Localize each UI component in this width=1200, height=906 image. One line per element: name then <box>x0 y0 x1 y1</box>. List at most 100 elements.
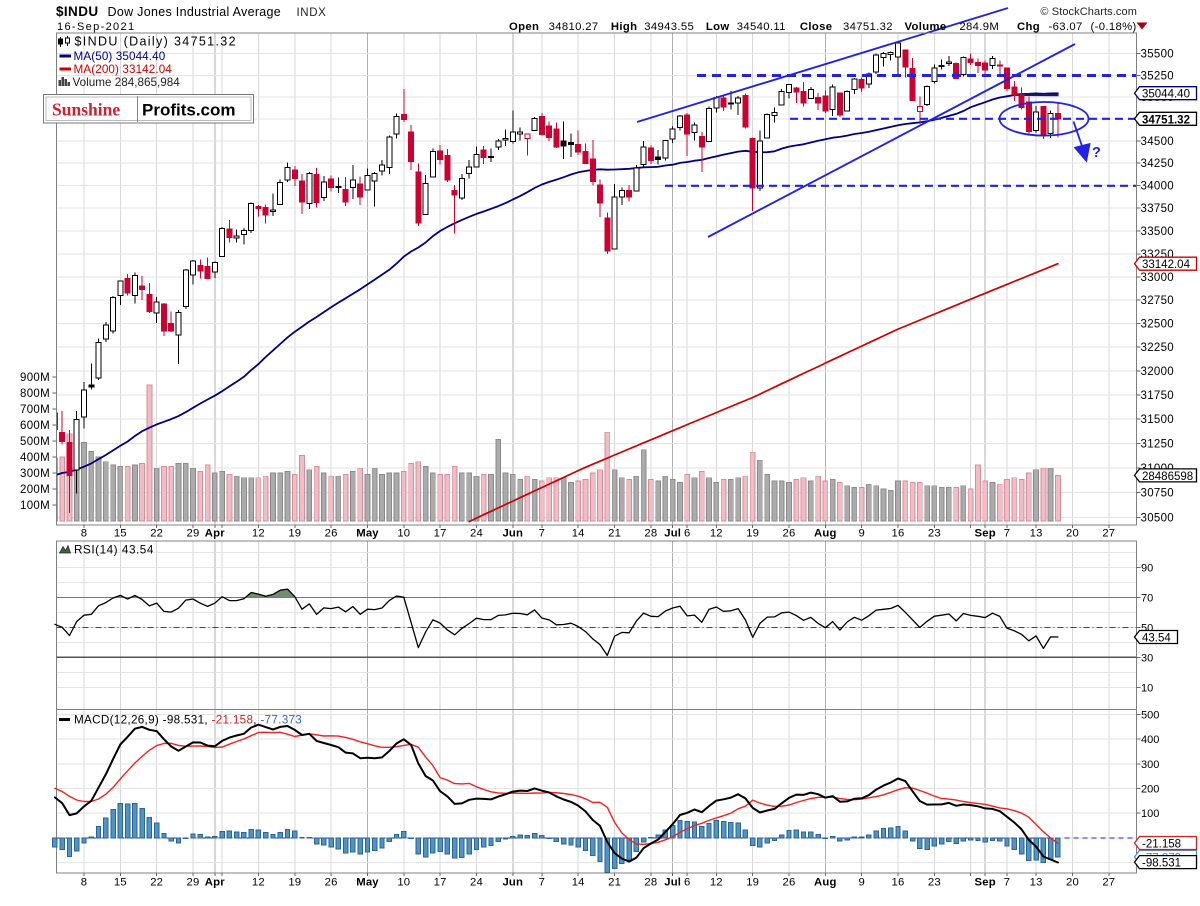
svg-text:34500: 34500 <box>1141 136 1174 148</box>
svg-text:Jul: Jul <box>664 528 681 540</box>
svg-text:7: 7 <box>539 877 545 889</box>
svg-text:7: 7 <box>1004 877 1010 889</box>
svg-text:19: 19 <box>288 877 301 889</box>
svg-text:10: 10 <box>1141 682 1153 694</box>
svg-text:$INDU: $INDU <box>56 4 99 19</box>
svg-text:90: 90 <box>1141 562 1153 574</box>
svg-text:-21.158: -21.158 <box>1142 839 1181 851</box>
svg-text:12: 12 <box>252 528 265 540</box>
svg-text:43.54: 43.54 <box>1142 633 1171 645</box>
svg-text:284.9M: 284.9M <box>959 21 999 33</box>
svg-text:7: 7 <box>539 528 545 540</box>
svg-text:26: 26 <box>325 877 338 889</box>
svg-text:Apr: Apr <box>205 528 225 540</box>
svg-text:23: 23 <box>928 877 941 889</box>
svg-text:12: 12 <box>710 877 723 889</box>
svg-text:28: 28 <box>644 877 657 889</box>
svg-text:600M: 600M <box>20 420 50 432</box>
svg-text:400M: 400M <box>20 452 50 464</box>
svg-text:20: 20 <box>1066 877 1079 889</box>
svg-text:21: 21 <box>608 528 621 540</box>
svg-text:32250: 32250 <box>1141 342 1174 354</box>
svg-text:16: 16 <box>892 528 905 540</box>
svg-text:900M: 900M <box>20 372 50 384</box>
svg-text:500: 500 <box>1141 710 1159 722</box>
svg-text:15: 15 <box>114 877 127 889</box>
svg-text:7: 7 <box>1004 528 1010 540</box>
svg-text:26: 26 <box>783 877 796 889</box>
svg-text:Jun: Jun <box>502 877 523 889</box>
svg-text:34751.32: 34751.32 <box>843 21 893 33</box>
svg-text:22: 22 <box>150 528 163 540</box>
svg-text:31750: 31750 <box>1141 390 1174 402</box>
svg-text:17: 17 <box>434 877 447 889</box>
svg-text:12: 12 <box>710 528 723 540</box>
svg-text:?: ? <box>1092 145 1101 161</box>
svg-text:Profits.com: Profits.com <box>142 101 236 120</box>
svg-text:35044.40: 35044.40 <box>1142 89 1190 101</box>
svg-text:13: 13 <box>1030 877 1043 889</box>
svg-text:300: 300 <box>1141 759 1159 771</box>
svg-text:May: May <box>356 877 379 889</box>
svg-text:33000: 33000 <box>1141 272 1174 284</box>
svg-text:23: 23 <box>928 528 941 540</box>
svg-text:Dow Jones Industrial Average: Dow Jones Industrial Average <box>108 5 282 19</box>
svg-text:19: 19 <box>746 877 759 889</box>
svg-text:May: May <box>356 528 379 540</box>
svg-text:33750: 33750 <box>1141 203 1174 215</box>
svg-text:Volume 284,865,984: Volume 284,865,984 <box>73 76 181 89</box>
svg-text:26: 26 <box>783 528 796 540</box>
svg-text:© StockCharts.com: © StockCharts.com <box>1040 6 1137 18</box>
svg-text:34810.27: 34810.27 <box>549 21 599 33</box>
svg-text:29: 29 <box>187 528 200 540</box>
svg-text:32000: 32000 <box>1141 366 1174 378</box>
svg-text:Sunshine: Sunshine <box>52 100 120 120</box>
svg-text:34540.11: 34540.11 <box>737 21 786 33</box>
svg-text:MA(200) 33142.04: MA(200) 33142.04 <box>74 63 173 76</box>
svg-text:RSI(14) 43.54: RSI(14) 43.54 <box>74 544 154 557</box>
svg-text:19: 19 <box>746 528 759 540</box>
svg-text:34250: 34250 <box>1141 158 1174 170</box>
svg-text:20: 20 <box>1066 528 1079 540</box>
svg-text:-98.531: -98.531 <box>1142 858 1181 870</box>
svg-text:High: High <box>611 21 638 33</box>
svg-text:Low: Low <box>706 21 730 33</box>
svg-text:800M: 800M <box>20 388 50 400</box>
svg-text:100: 100 <box>1141 808 1159 820</box>
svg-text:Jun: Jun <box>502 528 523 540</box>
svg-text:14: 14 <box>572 877 585 889</box>
svg-text:28: 28 <box>644 528 657 540</box>
svg-text:100M: 100M <box>20 500 50 512</box>
svg-text:MACD(12,26,9) -98.531, -21.158: MACD(12,26,9) -98.531, -21.158, -77.373 <box>74 714 302 727</box>
svg-text:9: 9 <box>858 528 864 540</box>
svg-text:33500: 33500 <box>1141 226 1174 238</box>
svg-text:Apr: Apr <box>205 877 225 889</box>
svg-text:26: 26 <box>325 528 338 540</box>
svg-text:10: 10 <box>397 528 410 540</box>
svg-text:21: 21 <box>608 877 621 889</box>
svg-text:Sep: Sep <box>975 528 996 540</box>
svg-text:27: 27 <box>1102 528 1115 540</box>
svg-text:Aug: Aug <box>814 877 837 889</box>
svg-text:22: 22 <box>150 877 163 889</box>
svg-text:15: 15 <box>114 528 127 540</box>
svg-text:6: 6 <box>684 877 690 889</box>
svg-text:32500: 32500 <box>1141 319 1174 331</box>
svg-text:30500: 30500 <box>1141 513 1174 525</box>
svg-text:34000: 34000 <box>1141 181 1174 193</box>
svg-text:Sep: Sep <box>975 877 996 889</box>
svg-text:70: 70 <box>1141 592 1153 604</box>
svg-text:13: 13 <box>1030 528 1043 540</box>
svg-text:$INDU (Daily) 34751.32: $INDU (Daily) 34751.32 <box>75 35 237 49</box>
svg-text:34751.32: 34751.32 <box>1142 114 1190 126</box>
svg-text:MA(50) 35044.40: MA(50) 35044.40 <box>74 50 166 63</box>
svg-text:16-Sep-2021: 16-Sep-2021 <box>57 21 135 33</box>
svg-text:31250: 31250 <box>1141 438 1174 450</box>
svg-text:Aug: Aug <box>814 528 837 540</box>
svg-text:Volume: Volume <box>905 21 947 33</box>
svg-text:16: 16 <box>892 877 905 889</box>
svg-text:30: 30 <box>1141 652 1153 664</box>
svg-text:24: 24 <box>470 877 483 889</box>
svg-text:6: 6 <box>684 528 690 540</box>
svg-text:27: 27 <box>1102 877 1115 889</box>
